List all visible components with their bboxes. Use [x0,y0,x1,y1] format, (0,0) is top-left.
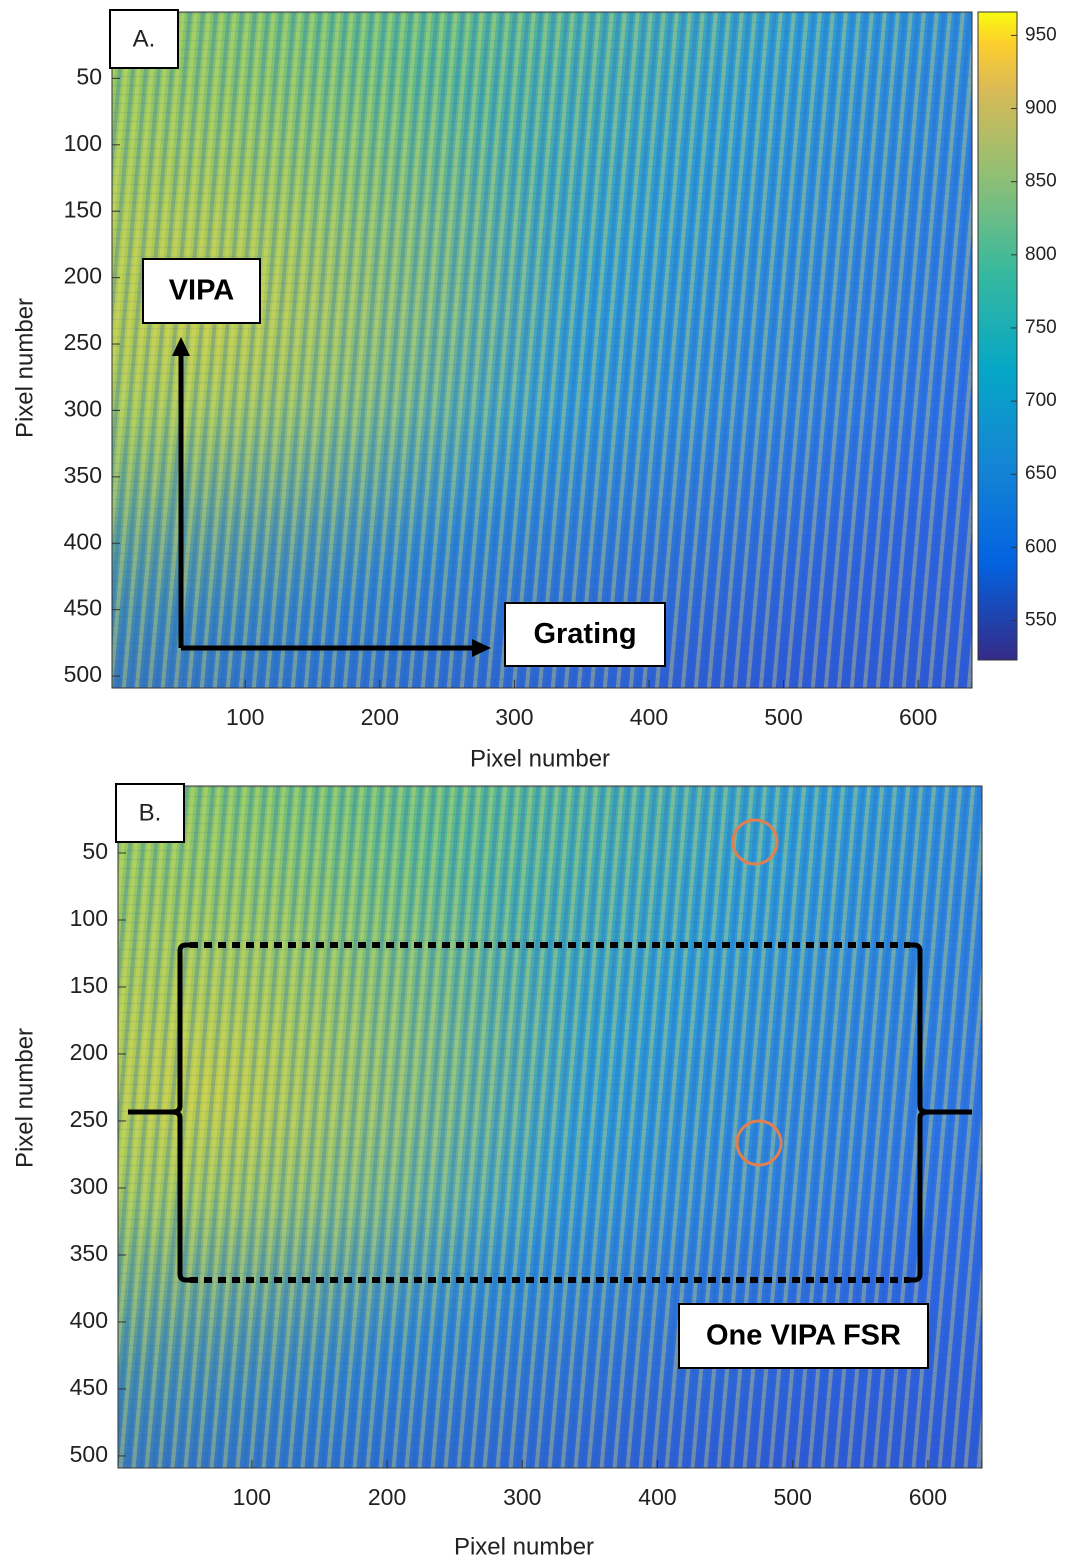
x-tick-label: 500 [764,704,802,730]
x-axis-label: Pixel number [454,1533,594,1560]
y-axis-label: Pixel number [11,1028,38,1168]
arrow [178,352,476,651]
colorbar-tick-label: 600 [1025,536,1057,557]
label-box [504,602,666,667]
x-tick-label: 200 [361,704,399,730]
y-tick-label: 50 [76,63,102,89]
y-tick-label: 200 [64,263,102,289]
y-tick-label: 250 [70,1106,108,1132]
x-tick-label: 100 [226,704,264,730]
x-tick-label: 300 [503,1484,541,1510]
label-box [142,258,261,324]
y-tick-label: 200 [70,1039,108,1065]
x-tick-label: 600 [899,704,937,730]
colorbar [977,11,1018,661]
label-text: One VIPA FSR [706,1320,901,1352]
label-text: VIPA [169,275,235,307]
x-tick-label: 500 [774,1484,812,1510]
x-tick-label: 400 [638,1484,676,1510]
colorbar-tick-label: 650 [1025,463,1057,484]
bracket [128,942,972,1283]
y-tick-label: 350 [64,462,102,488]
colorbar-tick-label: 750 [1025,317,1057,338]
label-text: Grating [533,618,636,650]
highlight-circle [735,1119,783,1167]
label-text: B. [139,799,162,826]
y-tick-label: 150 [64,196,102,222]
plot-frame [111,11,973,689]
label-box [109,9,179,69]
y-tick-label: 100 [64,130,102,156]
y-tick-label: 300 [70,1173,108,1199]
highlight-circle [731,818,779,866]
label-box [115,783,185,843]
y-tick-label: 500 [70,1441,108,1467]
colorbar-tick-label: 950 [1025,24,1057,45]
plot-frame [117,785,983,1469]
y-tick-label: 500 [64,661,102,687]
x-tick-label: 200 [368,1484,406,1510]
x-tick-label: 600 [909,1484,947,1510]
y-tick-label: 50 [82,838,108,864]
x-tick-label: 100 [233,1484,271,1510]
colorbar-tick-label: 700 [1025,390,1057,411]
label-box [678,1303,929,1369]
y-axis-label: Pixel number [11,298,38,438]
bracket-dashed [190,942,910,1283]
colorbar-tick-label: 800 [1025,244,1057,265]
y-tick-label: 450 [70,1374,108,1400]
heatmap-image [112,12,972,688]
y-tick-label: 150 [70,972,108,998]
y-tick-label: 100 [70,905,108,931]
y-tick-label: 300 [64,396,102,422]
y-tick-label: 450 [64,595,102,621]
colorbar-tick-label: 550 [1025,610,1057,631]
y-tick-label: 400 [64,528,102,554]
colorbar-tick-label: 900 [1025,98,1057,119]
y-tick-label: 350 [70,1240,108,1266]
label-text: A. [133,25,156,52]
x-tick-label: 300 [495,704,533,730]
x-axis-label: Pixel number [470,745,610,772]
y-tick-label: 400 [70,1307,108,1333]
x-tick-label: 400 [630,704,668,730]
y-tick-label: 250 [64,329,102,355]
colorbar-tick-label: 850 [1025,171,1057,192]
